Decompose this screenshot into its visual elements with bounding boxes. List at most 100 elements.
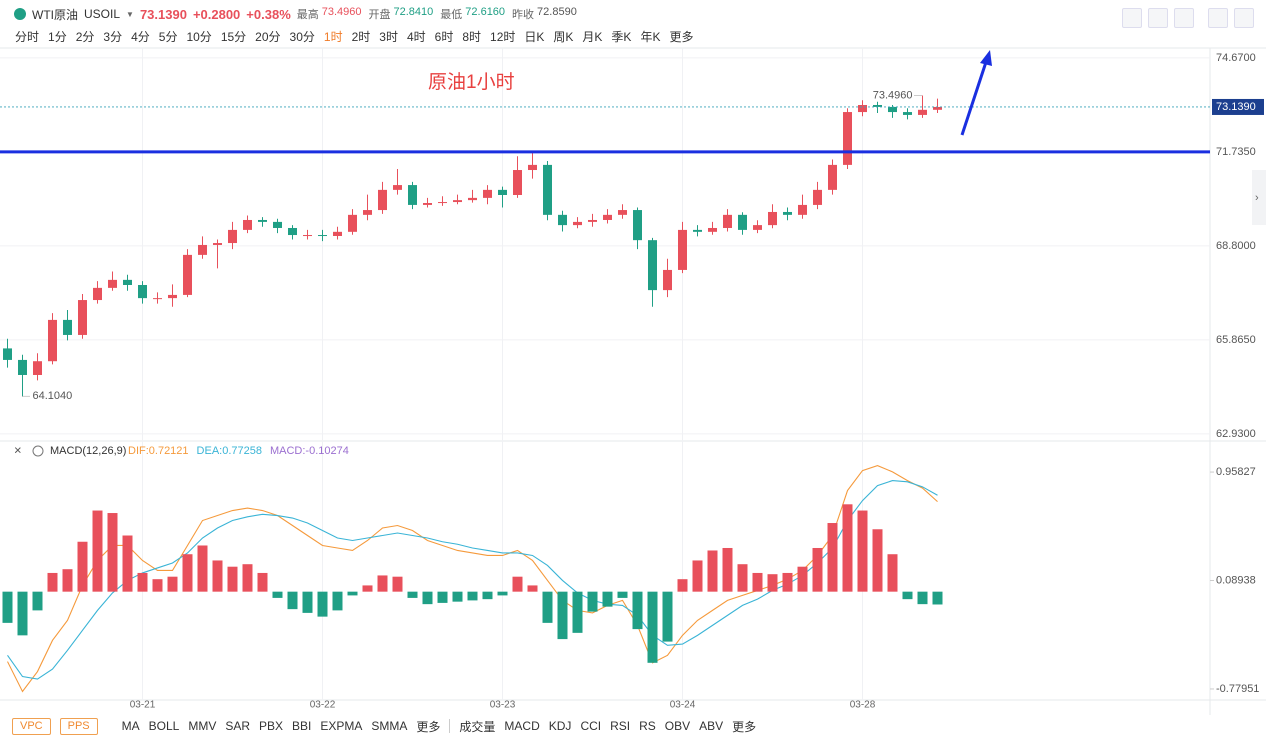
- candle-body: [18, 359, 27, 375]
- legend-entry: DIF:0.72121: [128, 445, 189, 457]
- histogram-bar: [452, 591, 463, 602]
- histogram-bar: [902, 591, 913, 600]
- candle-body: [363, 210, 372, 215]
- period-tab[interactable]: 月K: [582, 29, 603, 44]
- period-tab[interactable]: 6时: [434, 29, 454, 44]
- candle-body: [333, 231, 342, 236]
- sub-indicator[interactable]: OBV: [664, 719, 691, 733]
- candle-body: [933, 106, 942, 110]
- sub-indicator[interactable]: 成交量: [459, 719, 496, 734]
- period-tab[interactable]: 更多: [669, 29, 694, 44]
- legend-entry: MACD:-0.10274: [270, 445, 349, 457]
- period-tab[interactable]: 10分: [186, 29, 212, 44]
- sub-indicator[interactable]: ABV: [699, 719, 724, 733]
- close-icon[interactable]: ×: [14, 442, 22, 457]
- symbol-icon: [14, 8, 26, 20]
- candle-body: [258, 219, 267, 222]
- period-tab[interactable]: 2分: [75, 29, 95, 44]
- separator: [449, 719, 451, 733]
- histogram-bar: [92, 510, 103, 592]
- main-indicator[interactable]: MA: [121, 719, 140, 733]
- main-indicator[interactable]: BOLL: [148, 719, 180, 733]
- main-indicator[interactable]: PBX: [259, 719, 284, 733]
- overlay-tab[interactable]: VPC: [12, 717, 51, 735]
- y-tick-label: 65.8650: [1216, 334, 1256, 346]
- candle-body: [543, 164, 552, 215]
- period-tab[interactable]: 30分: [289, 29, 315, 44]
- period-tab[interactable]: 4时: [406, 29, 426, 44]
- period-tab[interactable]: 3时: [379, 29, 398, 44]
- period-tab[interactable]: 20分: [255, 29, 281, 44]
- main-indicator[interactable]: EXPMA: [320, 719, 363, 733]
- candle-body: [828, 164, 837, 190]
- stat-value: 73.4960: [321, 6, 362, 18]
- period-tab[interactable]: 1时: [323, 29, 343, 44]
- histogram-bar: [272, 591, 283, 598]
- candle-body: [678, 229, 687, 270]
- period-tab[interactable]: 1分: [48, 29, 67, 44]
- change-pct: +0.38%: [246, 6, 291, 22]
- sub-indicator[interactable]: CCI: [580, 719, 602, 733]
- y-tick-label: -0.77951: [1216, 683, 1259, 695]
- candle-body: [858, 105, 867, 113]
- tool-button[interactable]: [1148, 8, 1168, 28]
- overlay-tab[interactable]: PPS: [59, 717, 98, 735]
- histogram-bar: [662, 591, 673, 642]
- period-tab[interactable]: 12时: [490, 29, 516, 44]
- sub-indicator[interactable]: MACD: [504, 719, 540, 733]
- side-tab[interactable]: [1252, 170, 1266, 225]
- symbol-name: WTI原油: [32, 7, 78, 22]
- period-tab[interactable]: 15分: [220, 29, 247, 44]
- period-tab[interactable]: 3分: [103, 29, 123, 44]
- marks: [0, 95, 1210, 693]
- tool-button[interactable]: [1234, 8, 1254, 28]
- x-tick-label: 03-21: [130, 700, 156, 711]
- change: +0.2800: [192, 6, 241, 22]
- period-tab[interactable]: 周K: [553, 29, 574, 44]
- tool-button[interactable]: [1208, 8, 1228, 28]
- sub-indicator[interactable]: 更多: [732, 719, 757, 734]
- candle-body: [228, 229, 237, 244]
- candle-body: [123, 279, 132, 285]
- histogram-bar: [572, 591, 583, 633]
- sub-indicator[interactable]: KDJ: [548, 719, 572, 733]
- histogram-bar: [32, 591, 43, 611]
- tool-button[interactable]: [1122, 8, 1142, 28]
- period-tab[interactable]: 季K: [611, 29, 632, 44]
- main-indicator[interactable]: SMMA: [371, 719, 408, 733]
- candle-body: [318, 235, 327, 237]
- histogram-bar: [722, 547, 733, 592]
- period-tab[interactable]: 5分: [158, 29, 178, 44]
- main-indicator[interactable]: SAR: [225, 719, 251, 733]
- period-tab[interactable]: 2时: [351, 29, 371, 44]
- histogram-bar: [557, 591, 568, 640]
- period-tab[interactable]: 分时: [15, 29, 40, 44]
- histogram-bar: [137, 572, 148, 592]
- side-tab-icon: ›: [1255, 192, 1259, 204]
- histogram-bar: [677, 579, 688, 592]
- candle-body: [513, 170, 522, 195]
- stat-label: 昨收: [512, 9, 535, 21]
- main-indicator[interactable]: 更多: [416, 719, 441, 734]
- tool-button[interactable]: [1174, 8, 1194, 28]
- candle-body: [483, 189, 492, 198]
- settings-icon[interactable]: [32, 445, 44, 457]
- period-tab[interactable]: 年K: [640, 29, 661, 44]
- y-tick-label: 71.7350: [1216, 146, 1256, 158]
- candle-body: [453, 200, 462, 203]
- sub-indicator[interactable]: RS: [639, 719, 656, 733]
- x-tick-label: 03-22: [310, 700, 336, 711]
- stat-value: 72.6160: [465, 6, 506, 18]
- period-tab[interactable]: 8时: [462, 29, 482, 44]
- histogram-bar: [302, 591, 313, 613]
- histogram-bar: [587, 591, 598, 612]
- period-tab[interactable]: 4分: [131, 29, 150, 44]
- main-indicator[interactable]: MMV: [188, 719, 217, 733]
- candle-body: [63, 319, 72, 335]
- main-indicator[interactable]: BBI: [292, 719, 312, 733]
- candle-body: [783, 211, 792, 215]
- sub-indicator[interactable]: RSI: [610, 719, 631, 733]
- candle-body: [93, 287, 102, 301]
- period-tab[interactable]: 日K: [524, 29, 545, 44]
- symbol-code[interactable]: USOIL: [84, 7, 121, 21]
